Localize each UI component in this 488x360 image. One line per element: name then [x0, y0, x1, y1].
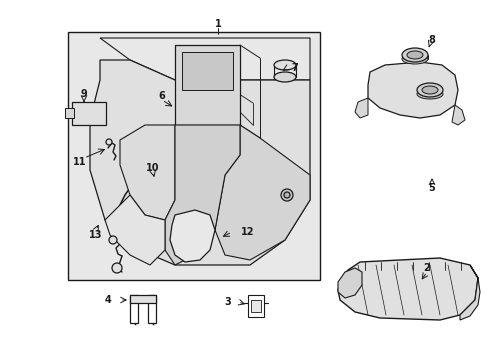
Text: 13: 13 [89, 230, 102, 240]
Polygon shape [72, 102, 106, 125]
Circle shape [284, 192, 289, 198]
Polygon shape [120, 125, 175, 220]
Polygon shape [182, 52, 232, 90]
Text: 8: 8 [427, 35, 434, 45]
Ellipse shape [273, 60, 295, 70]
Ellipse shape [401, 54, 427, 64]
Bar [130, 295, 156, 303]
Ellipse shape [406, 51, 422, 59]
Bar [148, 295, 156, 323]
Bar [247, 295, 264, 317]
Ellipse shape [273, 72, 295, 82]
Ellipse shape [416, 83, 442, 97]
Circle shape [112, 263, 122, 273]
Polygon shape [451, 105, 464, 125]
Text: 2: 2 [423, 263, 429, 273]
Polygon shape [215, 125, 309, 260]
Text: 9: 9 [81, 89, 87, 99]
Text: 7: 7 [291, 63, 298, 73]
Polygon shape [337, 268, 361, 298]
Text: 3: 3 [224, 297, 231, 307]
Polygon shape [164, 125, 240, 265]
Polygon shape [367, 62, 457, 118]
Bar [68, 32, 319, 280]
Text: 11: 11 [73, 157, 86, 167]
Text: 1: 1 [214, 19, 221, 29]
Text: 5: 5 [428, 183, 434, 193]
Text: 6: 6 [158, 91, 165, 101]
Circle shape [109, 236, 117, 244]
Ellipse shape [416, 89, 442, 99]
Polygon shape [337, 258, 477, 320]
Polygon shape [175, 45, 240, 125]
Ellipse shape [401, 48, 427, 62]
Polygon shape [354, 98, 367, 118]
Ellipse shape [421, 86, 437, 94]
Bar [65, 108, 74, 118]
Text: 10: 10 [146, 163, 160, 173]
Polygon shape [100, 38, 309, 80]
Bar [130, 295, 138, 323]
Text: 4: 4 [104, 295, 111, 305]
Circle shape [281, 189, 292, 201]
Text: 12: 12 [241, 227, 254, 237]
Polygon shape [90, 60, 309, 265]
Bar [250, 300, 261, 312]
Polygon shape [170, 210, 215, 262]
Circle shape [106, 139, 112, 145]
Polygon shape [459, 265, 479, 320]
Polygon shape [105, 195, 164, 265]
